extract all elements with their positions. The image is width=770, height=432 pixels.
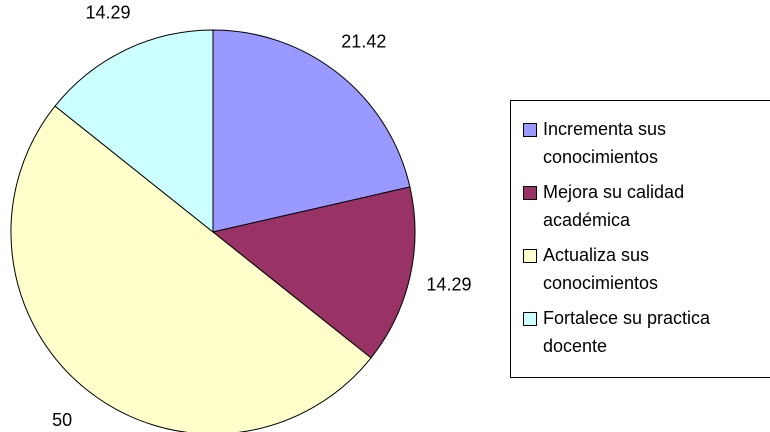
pie-slice — [10, 105, 372, 432]
pie-slice — [212, 29, 411, 233]
pie-slice — [211, 186, 416, 359]
data-label: 50 — [52, 410, 72, 430]
legend-label: Fortalece su practica docente — [543, 308, 711, 356]
legend-entry: Fortalece su practica docente — [523, 304, 770, 360]
legend-label: Mejora su calidad académica — [543, 182, 685, 230]
legend: Incrementa sus conocimientos Mejora su ca… — [510, 100, 770, 378]
legend-entry: Mejora su calidad académica — [523, 178, 770, 234]
legend-swatch — [523, 312, 537, 326]
data-label: 14.29 — [426, 275, 471, 295]
legend-swatch — [523, 123, 537, 137]
legend-entry: Actualiza sus conocimientos — [523, 241, 770, 297]
legend-swatch — [523, 249, 537, 263]
legend-label: Incrementa sus conocimientos — [543, 119, 667, 167]
data-label: 14.29 — [85, 3, 130, 23]
legend-swatch — [523, 186, 537, 200]
legend-entry: Incrementa sus conocimientos — [523, 115, 770, 171]
data-label: 21.42 — [341, 32, 386, 52]
pie-slice — [54, 29, 214, 234]
legend-label: Actualiza sus conocimientos — [543, 245, 659, 293]
